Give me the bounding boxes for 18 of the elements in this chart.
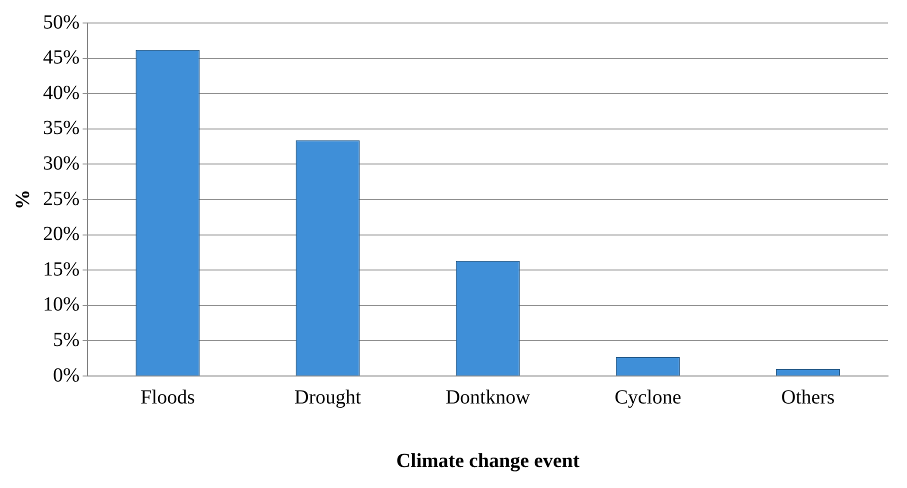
y-tick-label: 10% bbox=[42, 294, 80, 316]
x-tick-label: Drought bbox=[294, 386, 362, 408]
y-tick-label: 50% bbox=[42, 11, 80, 34]
y-tick-label: 25% bbox=[42, 188, 80, 210]
x-tick-label: Floods bbox=[140, 386, 196, 408]
y-tick-label: 0% bbox=[52, 364, 80, 386]
y-tick-label: 40% bbox=[42, 82, 80, 104]
y-tick-label: 35% bbox=[42, 117, 80, 140]
x-axis-title: Climate change event bbox=[396, 450, 580, 472]
y-tick-label: 15% bbox=[42, 258, 80, 280]
x-tick-label: Cyclone bbox=[614, 386, 682, 408]
y-tick-label: 45% bbox=[42, 46, 80, 69]
y-tick-label: 30% bbox=[42, 152, 80, 174]
y-tick-label: 5% bbox=[52, 328, 80, 351]
x-tick-label: Others bbox=[781, 386, 835, 408]
y-tick-label: 20% bbox=[42, 223, 80, 246]
y-axis-title: % bbox=[12, 190, 34, 210]
x-tick-label: Dontknow bbox=[446, 386, 531, 408]
